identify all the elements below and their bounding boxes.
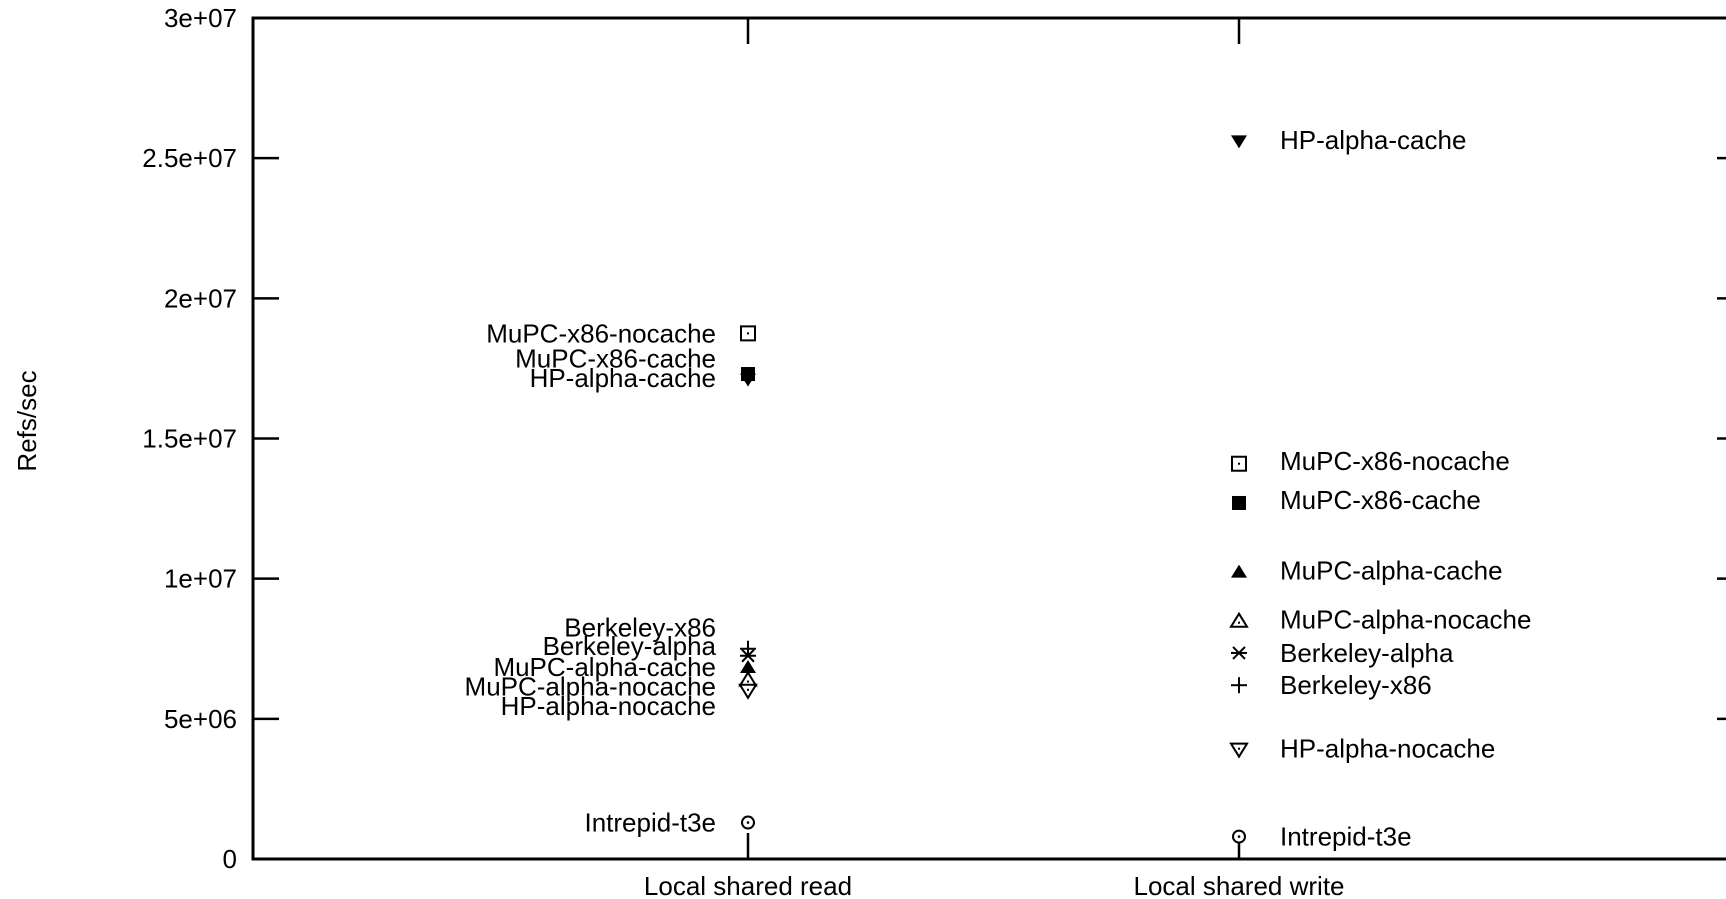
data-point-mupc-alpha-nocache-read [738, 670, 758, 687]
y-tick-label: 0 [223, 844, 237, 874]
point-label-mupc-x86-nocache: MuPC-x86-nocache [1280, 446, 1510, 476]
data-point-hp-alpha-nocache-read [738, 683, 758, 700]
data-point-berkeley-alpha-read [740, 649, 756, 663]
y-tick-label: 2e+07 [164, 283, 237, 313]
point-label-mupc-alpha-nocache: MuPC-alpha-nocache [1280, 604, 1531, 634]
y-tick-label: 5e+06 [164, 704, 237, 734]
data-point-hp-alpha-nocache-write [1229, 742, 1249, 759]
y-tick-label: 3e+07 [164, 3, 237, 33]
point-label-hp-alpha-cache: HP-alpha-cache [530, 363, 716, 393]
data-point-mupc-x86-cache-write [1232, 495, 1246, 510]
point-label-berkeley-x86: Berkeley-x86 [1280, 670, 1432, 700]
point-label-intrepid-t3e: Intrepid-t3e [1280, 822, 1412, 852]
x-axis: Local shared read Local shared write [644, 18, 1345, 899]
point-label-hp-alpha-nocache: HP-alpha-nocache [501, 691, 716, 721]
point-labels: MuPC-x86-nocacheMuPC-x86-cacheHP-alpha-c… [465, 125, 1532, 852]
y-tick-label: 1e+07 [164, 564, 237, 594]
point-label-berkeley-alpha: Berkeley-alpha [1280, 638, 1454, 668]
point-label-mupc-x86-nocache: MuPC-x86-nocache [486, 318, 716, 348]
point-label-berkeley-x86: Berkeley-x86 [564, 613, 716, 643]
point-label-mupc-x86-cache: MuPC-x86-cache [515, 344, 716, 374]
point-label-mupc-alpha-cache: MuPC-alpha-cache [493, 652, 716, 682]
x-tick-label: Local shared read [644, 871, 852, 899]
data-point-mupc-alpha-cache-write [1231, 564, 1247, 578]
data-point-intrepid-t3e-read [741, 815, 755, 830]
y-axis: 0 5e+06 1e+07 1.5e+07 2e+07 2.5e+07 3e+07 [142, 3, 1726, 874]
point-label-hp-alpha-cache: HP-alpha-cache [1280, 125, 1466, 155]
y-tick-label: 2.5e+07 [142, 143, 237, 173]
point-label-mupc-x86-cache: MuPC-x86-cache [1280, 485, 1481, 515]
plot-frame [251, 16, 1726, 861]
data-point-hp-alpha-cache-write [1231, 135, 1247, 149]
point-label-mupc-alpha-cache: MuPC-alpha-cache [1280, 555, 1503, 585]
data-point-mupc-x86-nocache-write [1231, 455, 1247, 472]
data-point-mupc-alpha-nocache-write [1229, 611, 1249, 628]
data-point-hp-alpha-cache-read [740, 373, 756, 387]
point-label-mupc-alpha-nocache: MuPC-alpha-nocache [465, 672, 716, 702]
y-axis-title: Refs/sec [12, 370, 42, 471]
point-label-hp-alpha-nocache: HP-alpha-nocache [1280, 733, 1495, 763]
point-label-berkeley-alpha: Berkeley-alpha [543, 631, 717, 661]
data-point-berkeley-alpha-write [1231, 646, 1247, 660]
y-tick-label: 1.5e+07 [142, 424, 237, 454]
data-point-berkeley-x86-write [1231, 677, 1247, 694]
x-tick-label: Local shared write [1134, 871, 1345, 899]
data-point-berkeley-x86-read [740, 640, 756, 657]
data-points [738, 135, 1249, 844]
data-point-mupc-x86-nocache-read [740, 325, 756, 342]
data-point-mupc-alpha-cache-read [740, 659, 756, 673]
data-point-intrepid-t3e-write [1232, 829, 1246, 844]
point-label-intrepid-t3e: Intrepid-t3e [584, 808, 716, 838]
